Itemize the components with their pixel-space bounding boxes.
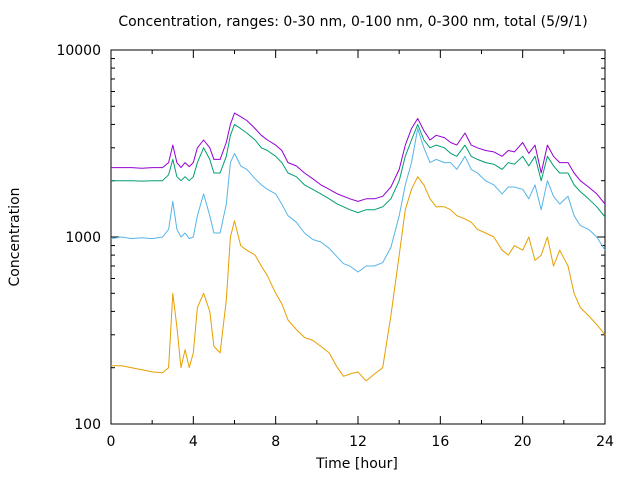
axis-ticks: 0 4 8 12 16 20 24 100 1000 10000 bbox=[56, 43, 614, 450]
x-tick-label: 0 bbox=[107, 434, 116, 450]
y-tick-label: 10000 bbox=[56, 43, 101, 59]
series-line-4 bbox=[111, 112, 606, 205]
series-line-1 bbox=[111, 176, 606, 382]
series-line-3 bbox=[111, 123, 606, 218]
x-tick-label: 20 bbox=[514, 434, 532, 450]
plot-frame bbox=[110, 49, 606, 425]
x-tick-label: 16 bbox=[431, 434, 449, 450]
x-tick-label: 24 bbox=[596, 434, 614, 450]
x-axis-label: Time [hour] bbox=[316, 456, 398, 472]
y-tick-label: 1000 bbox=[65, 230, 101, 246]
x-tick-label: 8 bbox=[271, 434, 280, 450]
y-tick-label: 100 bbox=[74, 417, 101, 433]
x-tick-label: 12 bbox=[349, 434, 367, 450]
series-line-2 bbox=[110, 128, 606, 273]
chart-title: Concentration, ranges: 0-30 nm, 0-100 nm… bbox=[118, 14, 588, 30]
x-tick-label: 4 bbox=[189, 434, 198, 450]
series-group bbox=[110, 112, 606, 382]
